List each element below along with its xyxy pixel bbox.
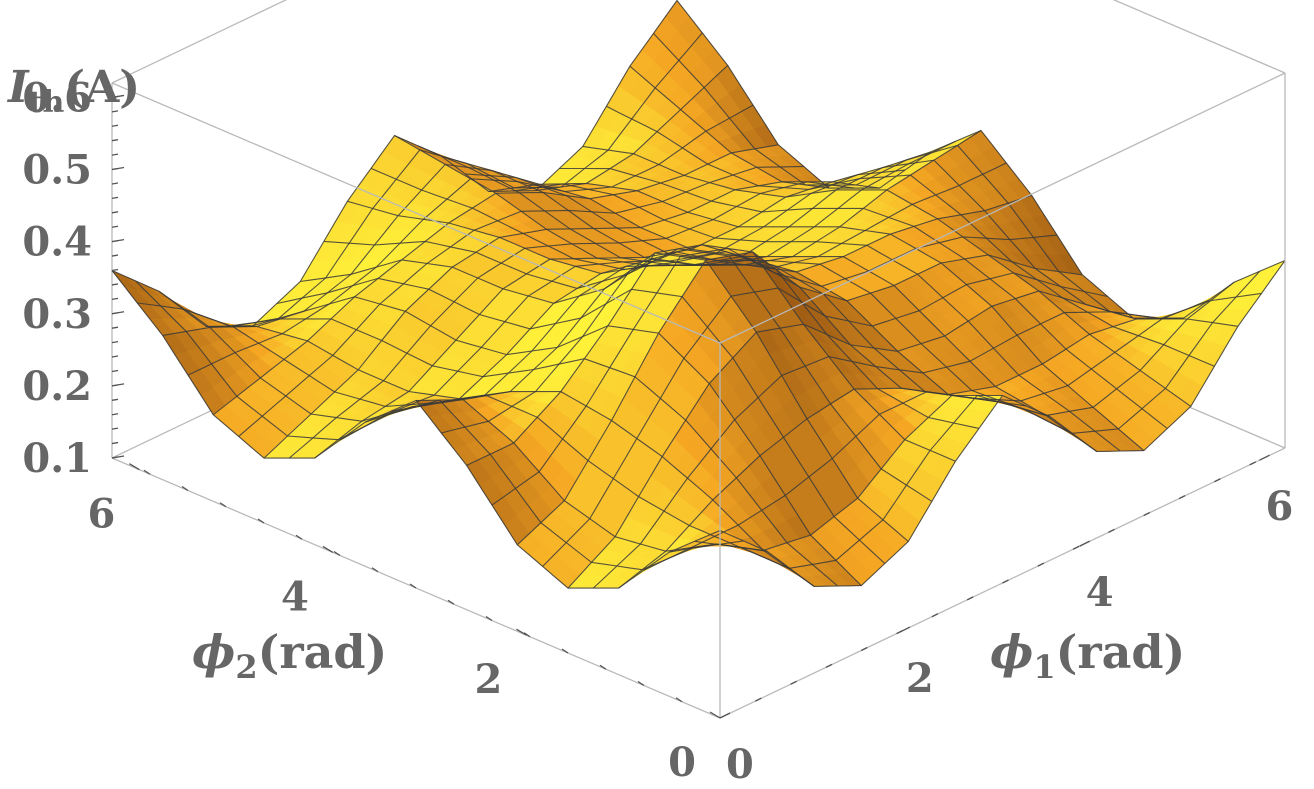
y-minor-tick: [447, 599, 455, 605]
z-minor-tick: [111, 167, 119, 171]
y-tick-mark: [709, 711, 721, 719]
z-tick-label: 0.4: [22, 219, 92, 266]
x-minor-tick: [896, 630, 903, 635]
z-minor-tick: [111, 312, 119, 315]
box-edge: [1112, 0, 1286, 74]
y-tick-mark: [129, 463, 140, 471]
y-minor-tick: [333, 550, 341, 557]
z-minor-tick: [111, 283, 119, 286]
mesh-line-phi1: [629, 65, 1238, 327]
mesh-line-phi2: [187, 104, 754, 376]
z-minor-tick: [111, 413, 119, 416]
x-minor-tick: [931, 613, 939, 618]
z-minor-tick: [111, 240, 119, 243]
z-tick-label: 0.1: [22, 435, 92, 482]
z-minor-tick: [111, 153, 119, 156]
box-edge: [111, 82, 721, 344]
y-tick-label: 4: [281, 573, 309, 620]
mesh-line-phi2: [212, 144, 779, 416]
x-minor-tick: [1178, 495, 1186, 500]
x-tick-label: 4: [1086, 569, 1114, 616]
z-minor-tick: [111, 340, 119, 344]
y-minor-tick: [675, 697, 683, 703]
z-minor-tick: [111, 398, 119, 401]
mesh-line-phi1: [676, 0, 1286, 319]
z-minor-tick: [111, 182, 119, 185]
y-minor-tick: [523, 632, 531, 638]
z-axis-label: Ith(A): [6, 62, 140, 120]
z-minor-tick: [111, 326, 119, 329]
x-tick-label: 2: [906, 655, 934, 702]
x-tick-mark: [1259, 454, 1270, 461]
y-minor-tick: [181, 485, 189, 492]
z-tick-label: 0.3: [22, 291, 92, 338]
y-axis-label: ϕ2(rad): [192, 625, 387, 686]
axis-ticks: 0.1 0.2 0.3 0.4 0.5 0.6 0 2 4 6 0 2 4 6: [22, 74, 1293, 788]
z-minor-tick: [111, 124, 119, 127]
z-minor-tick: [111, 441, 119, 445]
y-minor-tick: [143, 469, 151, 475]
y-minor-tick: [637, 680, 645, 687]
z-minor-tick: [111, 297, 119, 300]
y-minor-tick: [371, 567, 379, 573]
y-tick-label: 6: [87, 491, 115, 538]
x-tick-label: 6: [1266, 483, 1294, 530]
y-tick-label: 2: [475, 656, 503, 703]
z-minor-tick: [111, 456, 119, 459]
z-minor-tick: [111, 427, 119, 430]
y-minor-tick: [257, 518, 265, 524]
z-tick-label: 0.6: [22, 74, 92, 121]
x-minor-tick: [790, 680, 797, 685]
y-minor-tick: [599, 664, 607, 670]
z-minor-tick: [111, 95, 119, 99]
x-minor-tick: [1037, 562, 1045, 567]
x-minor-tick: [1143, 511, 1151, 517]
x-tick-mark: [719, 712, 731, 719]
y-minor-tick: [561, 648, 569, 654]
box-edge: [719, 72, 1286, 344]
x-minor-tick: [1249, 461, 1256, 466]
x-minor-tick: [825, 663, 833, 668]
z-minor-tick: [111, 268, 119, 272]
z-minor-tick: [111, 139, 119, 142]
mesh-line-phi1: [606, 105, 1215, 367]
x-minor-tick: [1214, 478, 1221, 483]
x-minor-tick: [755, 697, 762, 702]
z-minor-tick: [111, 225, 119, 228]
y-minor-tick: [295, 534, 303, 540]
y-tick-label: 0: [668, 739, 696, 786]
z-tick-label: 0.2: [22, 363, 92, 410]
y-tick-mark: [322, 545, 334, 554]
z-minor-tick: [111, 384, 119, 387]
z-minor-tick: [111, 110, 119, 113]
z-tick-label: 0.5: [22, 147, 92, 194]
z-minor-tick: [111, 369, 119, 373]
x-minor-tick: [966, 596, 974, 601]
x-minor-tick: [1072, 545, 1080, 550]
z-minor-tick: [111, 196, 119, 200]
y-minor-tick: [219, 502, 227, 508]
z-minor-tick: [111, 355, 119, 358]
x-minor-tick: [860, 646, 868, 652]
x-axis-label: ϕ1(rad): [990, 625, 1185, 686]
y-tick-mark: [516, 628, 527, 636]
y-minor-tick: [409, 583, 417, 589]
mesh-line-phi2: [162, 64, 729, 336]
z-minor-tick: [111, 211, 119, 214]
x-minor-tick: [1108, 528, 1115, 533]
y-minor-tick: [485, 615, 493, 622]
x-minor-tick: [1002, 579, 1009, 584]
z-minor-tick: [111, 254, 119, 257]
x-tick-label: 0: [726, 741, 754, 788]
mesh-line-phi2: [111, 0, 678, 328]
x-tick-mark: [1079, 540, 1090, 547]
surface-mesh: [111, 0, 1286, 589]
box-edge: [111, 0, 288, 84]
